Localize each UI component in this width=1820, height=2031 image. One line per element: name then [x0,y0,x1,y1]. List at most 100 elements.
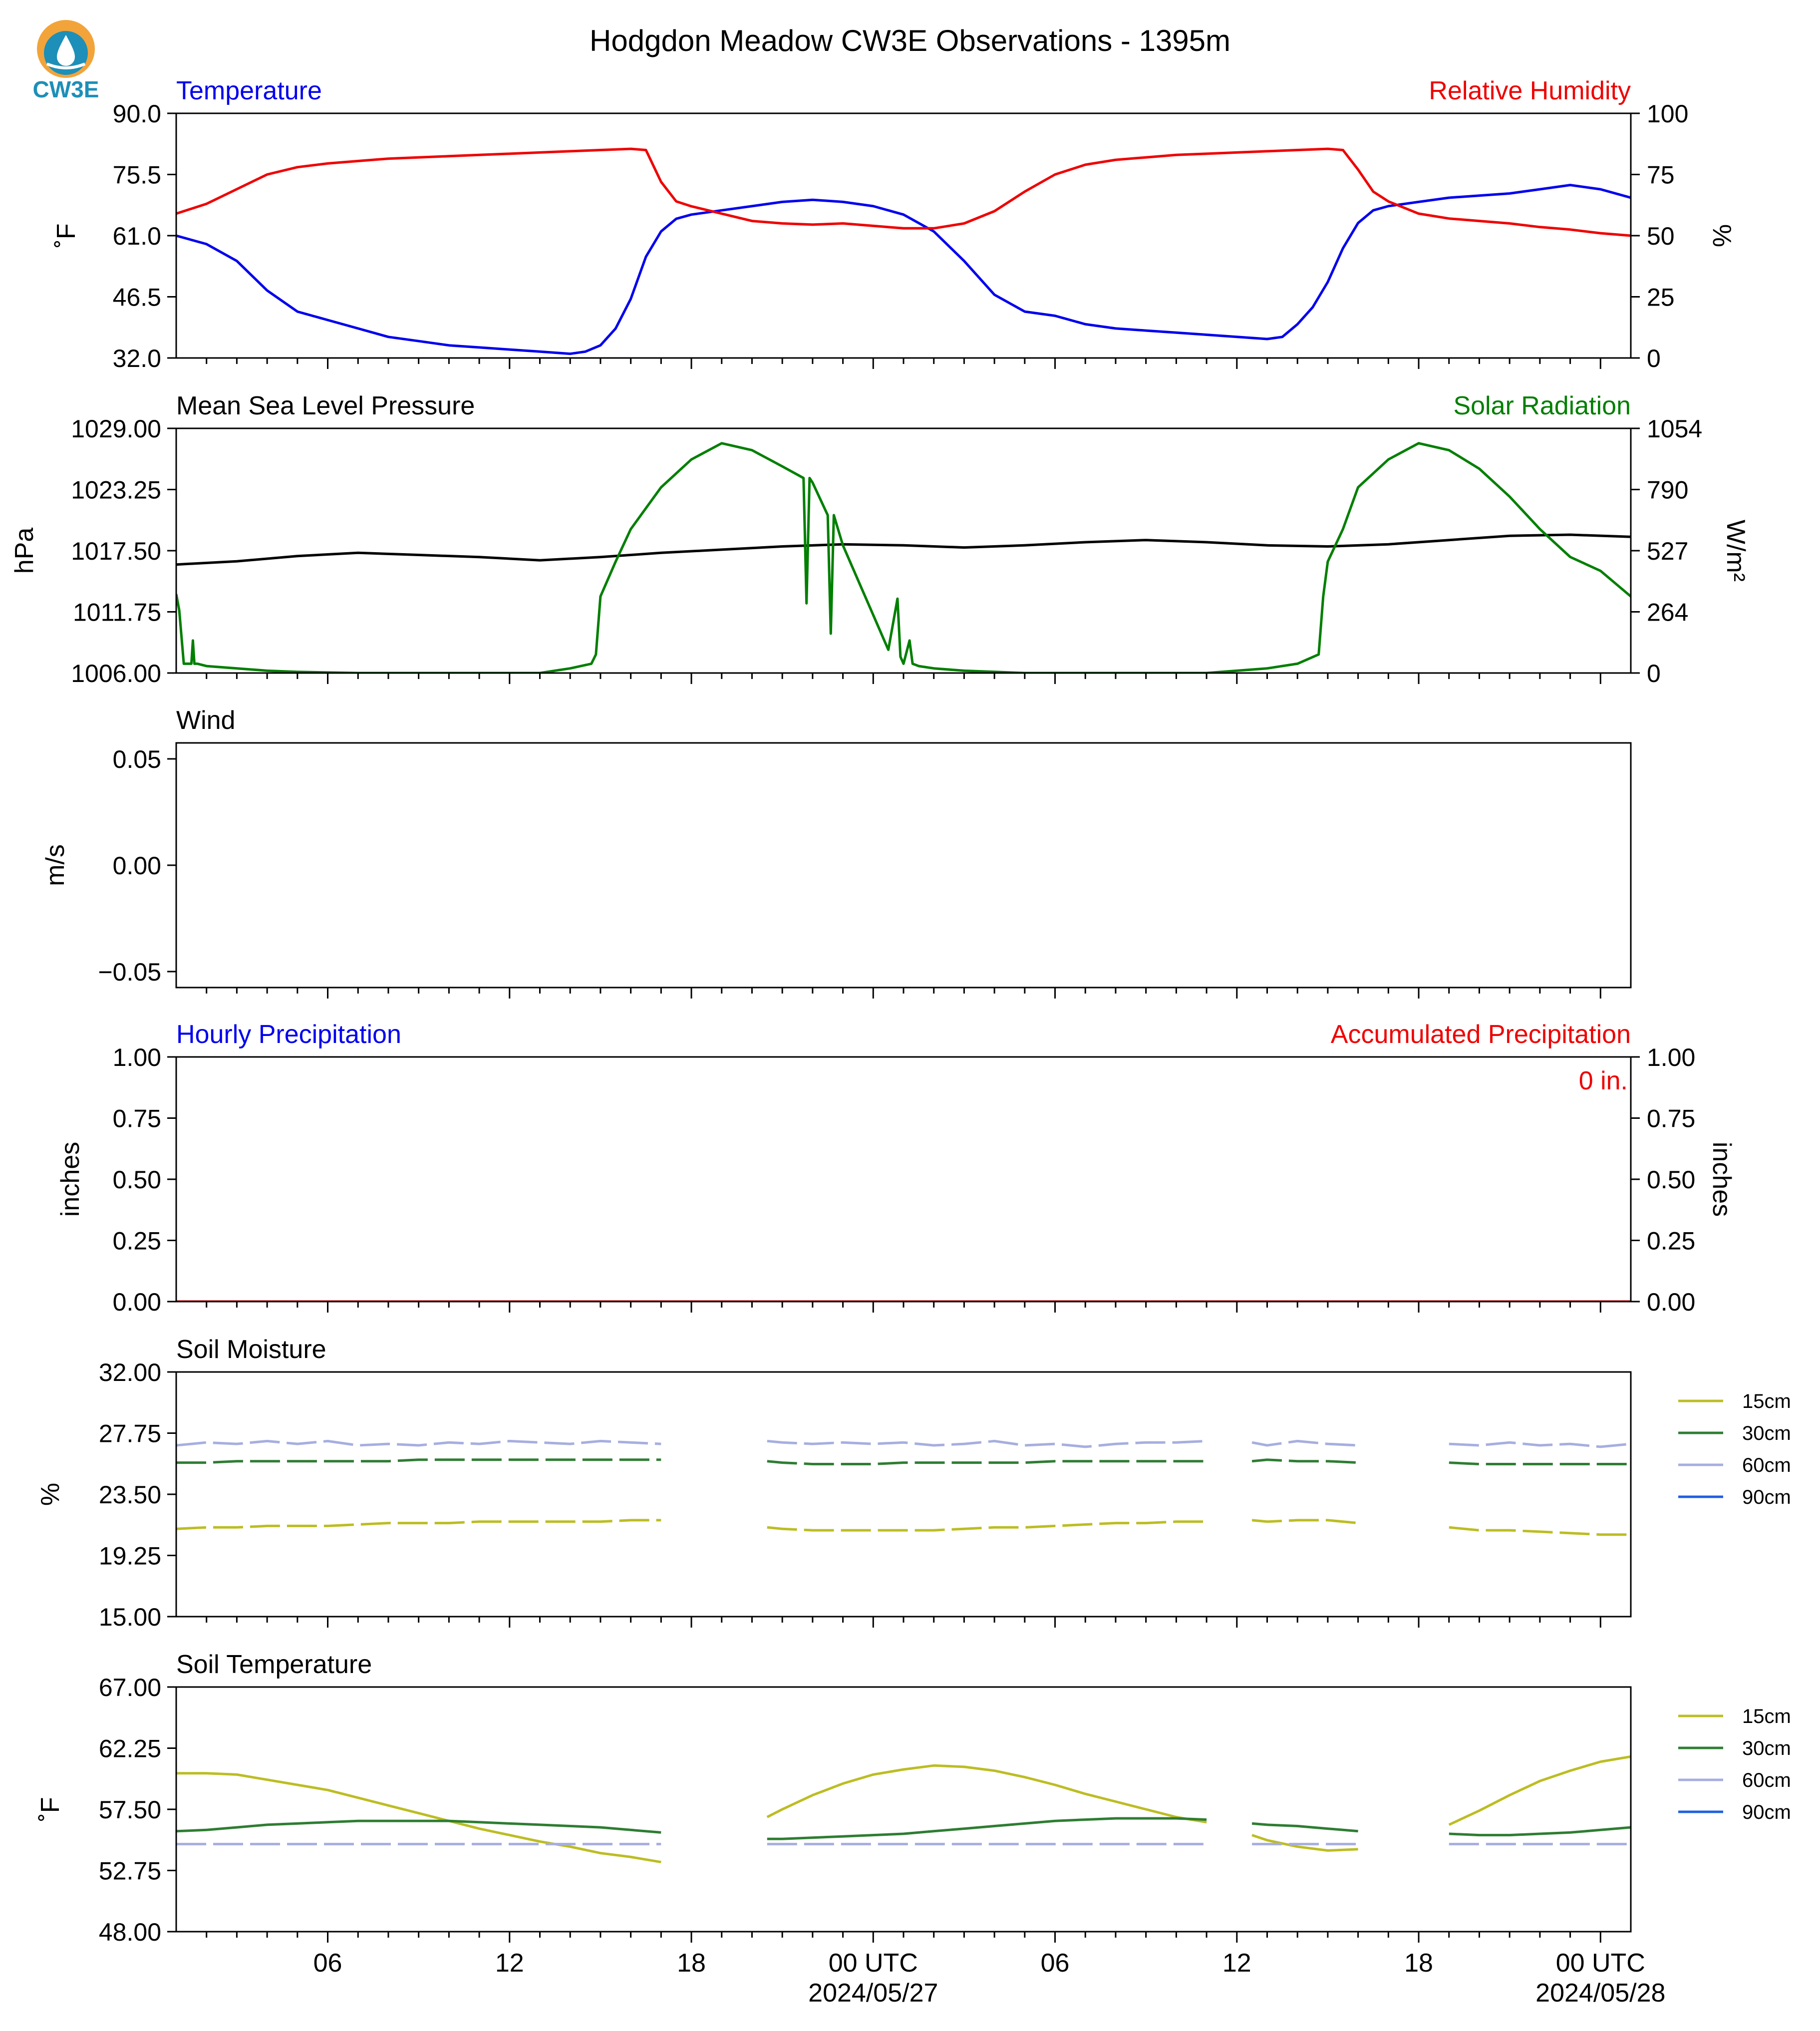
panel-temperature-rh: Temperature Relative Humidity 90.0 75.5 61.0… [52,76,1736,372]
x-date-label: 2024/05/28 [1535,1979,1665,2008]
y-tick-label-left: 0.05 [113,745,161,773]
panel-title-right: Accumulated Precipitation [1331,1020,1631,1049]
plot-frame [175,742,1632,989]
y-tick-label-left: 90.0 [113,100,161,128]
y-tick-label-left: 1023.25 [71,476,161,504]
x-tick-label: 00 UTC [829,1949,918,1978]
y-tick-label-right: 25 [1647,284,1675,312]
series-pressure-solar-0-line [176,533,1631,566]
y-tick-label-right: 0.25 [1647,1227,1695,1255]
y-tick-label-left: 0.00 [113,1288,161,1316]
series-temperature-rh-1-line [176,147,1631,237]
panel-title-left: Soil Moisture [176,1335,326,1364]
series-15cm-line [176,1519,1631,1536]
x-tick-label: 00 UTC [1556,1949,1645,1978]
panel-precipitation: Hourly Precipitation Accumulated Precipit… [56,1020,1736,1316]
panel-title-left: Wind [176,706,235,735]
y-tick-label-left: 32.00 [99,1358,161,1386]
y-tick-label-right: 0.75 [1647,1105,1695,1133]
y-tick-label-left: −0.05 [98,958,161,986]
y-axis-label-right: inches [1707,1142,1736,1217]
y-tick-label-left: 0.25 [113,1227,161,1255]
y-tick-label-right: 1054 [1647,415,1702,443]
y-tick-label-right: 0 [1647,660,1661,687]
y-tick-label-left: 32.0 [113,344,161,372]
y-axis-label-left: % [36,1483,65,1506]
legend-label-15cm: 15cm [1742,1390,1791,1412]
x-date-label: 2024/05/27 [808,1979,938,2008]
y-tick-label-right: 1.00 [1647,1043,1695,1071]
y-tick-label-left: 0.75 [113,1105,161,1133]
x-tick-label: 12 [1222,1949,1251,1978]
y-tick-label-left: 19.25 [99,1542,161,1570]
legend-label-30cm: 30cm [1742,1737,1791,1759]
y-tick-label-left: 61.0 [113,222,161,250]
logo-drop-icon [57,35,75,66]
y-tick-label-right: 75 [1647,161,1675,189]
y-tick-label-right: 100 [1647,100,1688,128]
series-30cm-line [176,1817,1631,1840]
logo-text: CW3E [33,76,99,102]
plot-frame [175,112,1632,359]
y-tick-label-left: 75.5 [113,161,161,189]
panel-title-left: Soil Temperature [176,1650,372,1679]
legend-label-90cm: 90cm [1742,1486,1791,1508]
legend-label-60cm: 60cm [1742,1769,1791,1791]
y-tick-label-left: 57.50 [99,1796,161,1824]
plot-frame [175,427,1632,674]
x-tick-label: 06 [1041,1949,1070,1978]
y-tick-label-left: 52.75 [99,1857,161,1885]
y-tick-label-left: 0.00 [113,852,161,880]
y-tick-label-left: 27.75 [99,1420,161,1448]
y-tick-label-right: 527 [1647,537,1688,565]
y-tick-label-right: 264 [1647,599,1688,627]
x-tick-label: 18 [1404,1949,1433,1978]
panel-title-right: Solar Radiation [1453,391,1631,420]
y-tick-label-left: 1011.75 [73,599,161,627]
y-tick-label-left: 1029.00 [71,415,161,443]
series-temperature-rh-0-line [176,184,1631,355]
panel-soil-temperature: Soil Temperature 67.00 62.25 57.50 52.75 48.0… [36,1650,1791,1946]
y-tick-label-right: 0.50 [1647,1166,1695,1194]
legend-label-30cm: 30cm [1742,1422,1791,1444]
y-axis-label-left: ˚F [52,223,81,248]
y-tick-label-right: 0.00 [1647,1288,1695,1316]
y-tick-label-right: 790 [1647,476,1688,504]
plot-frame [175,1056,1632,1303]
y-tick-label-right: 50 [1647,222,1675,250]
panel-pressure-solar: Mean Sea Level Pressure Solar Radiation 10… [10,391,1750,687]
plot-frame [175,1686,1632,1933]
y-tick-label-left: 1006.00 [71,660,161,687]
figure-title: Hodgdon Meadow CW3E Observations - 1395m [590,24,1230,57]
y-tick-label-left: 1.00 [113,1043,161,1071]
y-tick-label-left: 67.00 [99,1674,161,1701]
y-axis-label-left: ˚F [36,1797,65,1821]
accumulated-total-label: 0 in. [1579,1066,1628,1095]
legend: 15cm 30cm 60cm 90cm [1678,1390,1791,1508]
x-tick-label: 06 [313,1949,342,1978]
series-15cm-line [176,1755,1631,1864]
y-tick-label-left: 46.5 [113,284,161,312]
y-axis-label-left: m/s [41,844,70,886]
y-tick-label-left: 62.25 [99,1735,161,1763]
plot-frame [175,1371,1632,1618]
panel-title-left: Hourly Precipitation [176,1020,401,1049]
panels: Temperature Relative Humidity 90.0 75.5 61.0… [10,76,1791,2008]
legend-label-15cm: 15cm [1742,1705,1791,1727]
y-tick-label-left: 15.00 [99,1603,161,1631]
cw3e-logo: CW3E [33,20,99,102]
y-axis-label-right: W/m² [1721,520,1750,582]
panel-wind: Wind 0.05 0.00 −0.05 m/s [41,706,1632,999]
panel-title-left: Mean Sea Level Pressure [176,391,475,420]
panel-title-right: Relative Humidity [1429,76,1631,105]
y-tick-label-left: 1017.50 [71,537,161,565]
y-tick-label-left: 23.50 [99,1481,161,1509]
legend-label-90cm: 90cm [1742,1801,1791,1823]
legend-label-60cm: 60cm [1742,1454,1791,1476]
y-tick-label-right: 0 [1647,344,1661,372]
x-tick-label: 18 [677,1949,706,1978]
